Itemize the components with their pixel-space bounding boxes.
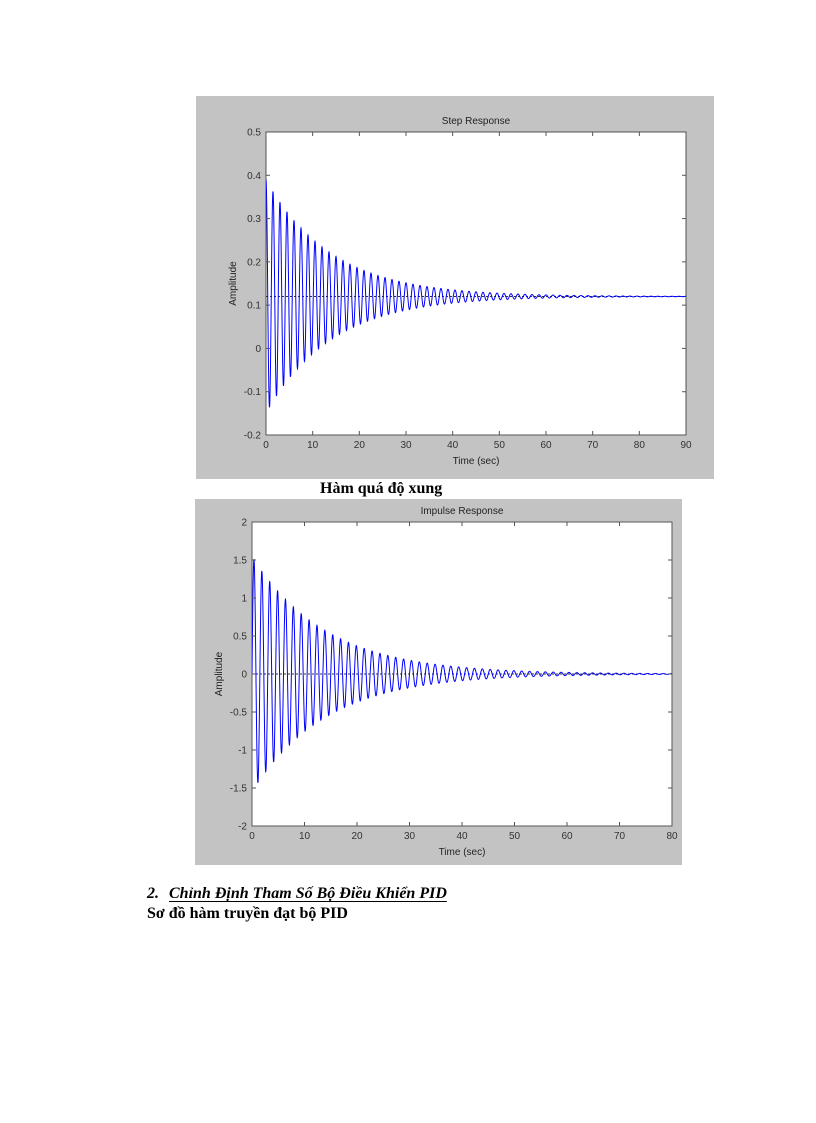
chart-title: Step Response [442,116,511,127]
y-tick-label: 0 [241,670,247,681]
y-tick-label: 0 [255,344,261,355]
x-tick-label: 80 [666,831,678,842]
step-response-figure: Step Response 0 10 20 30 40 50 60 70 80 90 -0.2 -0.1… [196,96,714,479]
x-tick-label: 40 [447,440,459,451]
x-tick-label: 50 [494,440,506,451]
y-tick-label: 1 [241,594,247,605]
x-tick-label: 30 [400,440,412,451]
x-tick-label: 60 [561,831,573,842]
y-tick-label: 1.5 [233,556,247,567]
y-tick-label: 0.5 [233,632,247,643]
y-tick-label: 0.2 [247,257,261,268]
x-tick-label: 50 [509,831,521,842]
x-tick-label: 20 [354,440,366,451]
impulse-response-figure: Impulse Response 0 10 20 30 40 50 60 70 80 -2 -1.5-… [195,499,682,865]
section-number: 2. [147,885,159,902]
x-tick-label: 30 [404,831,416,842]
x-tick-label: 0 [249,831,255,842]
y-tick-label: -1.5 [230,784,248,795]
x-tick-label: 90 [680,440,692,451]
y-tick-label: -0.1 [244,387,262,398]
y-axis-label: Amplitude [228,261,239,306]
x-tick-label: 40 [456,831,468,842]
x-axis-label: Time (sec) [453,456,500,467]
x-tick-label: 70 [614,831,626,842]
chart-title: Impulse Response [421,506,504,517]
section-heading: 2. Chỉnh Định Tham Số Bộ Điều Khiển PID [147,885,447,903]
y-tick-label: 2 [241,518,247,529]
y-tick-label: 0.4 [247,171,261,182]
impulse-caption: Hàm quá độ xung [320,480,443,497]
plot-area [265,131,687,436]
y-tick-label: 0.3 [247,214,261,225]
y-axis-label: Amplitude [214,651,225,696]
body-text: Sơ đồ hàm truyền đạt bộ PID [147,905,348,922]
section-title: Chỉnh Định Tham Số Bộ Điều Khiển PID [169,885,447,902]
y-tick-label: -0.2 [244,431,262,442]
x-tick-label: 20 [351,831,363,842]
y-tick-label: -0.5 [230,708,248,719]
response-trace [252,559,672,783]
y-tick-label: 0.1 [247,301,261,312]
y-tick-label: -1 [238,746,247,757]
step-response-chart: Step Response 0 10 20 30 40 50 60 70 80 90 -0.2 -0.1… [228,116,692,467]
x-tick-label: 10 [299,831,311,842]
x-tick-label: 80 [634,440,646,451]
y-tick-label: 0.5 [247,128,261,139]
response-trace [266,179,686,408]
x-axis-label: Time (sec) [439,847,486,858]
x-tick-label: 60 [540,440,552,451]
x-tick-label: 10 [307,440,319,451]
x-tick-label: 70 [587,440,599,451]
x-tick-label: 0 [263,440,269,451]
y-tick-label: -2 [238,822,247,833]
